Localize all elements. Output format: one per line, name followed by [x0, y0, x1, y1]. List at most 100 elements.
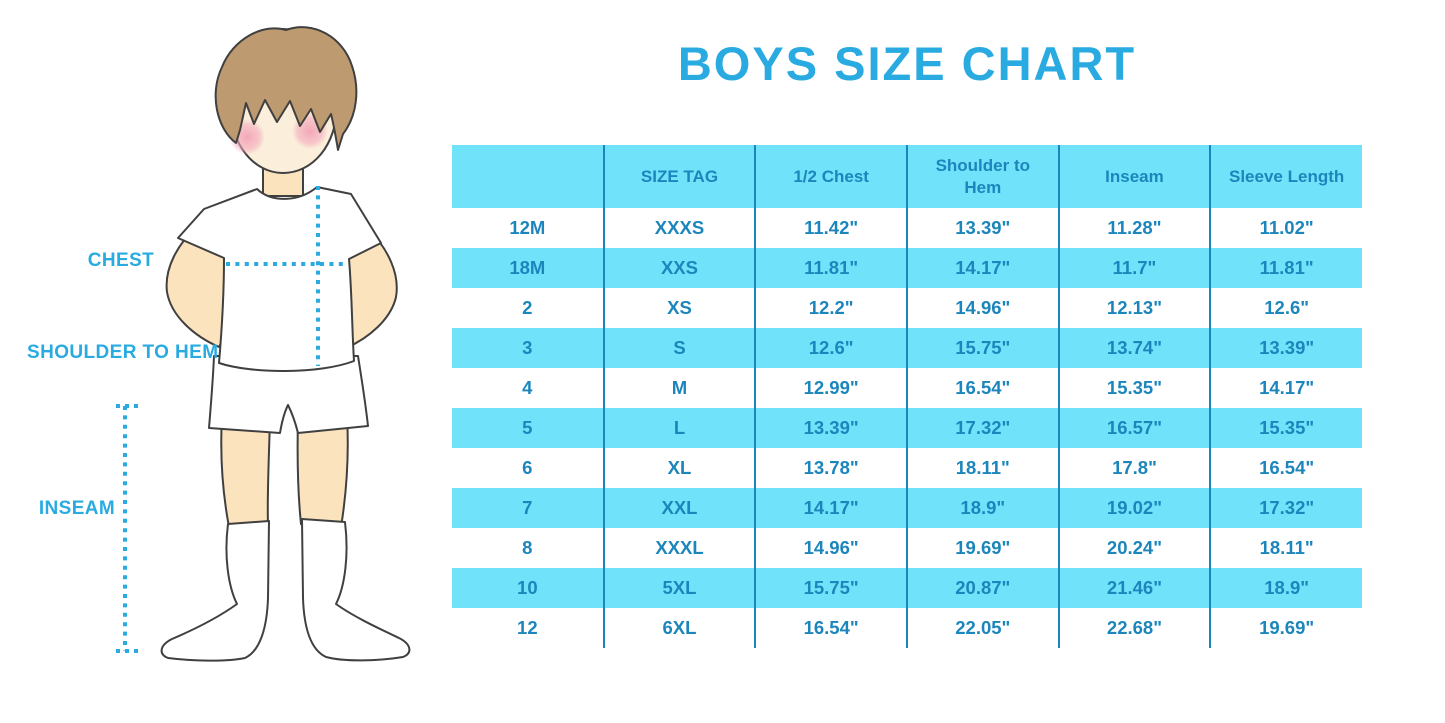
size-tag-cell: XXXL	[602, 528, 756, 568]
measurement-figure: CHEST SHOULDER TO HEM INSEAM	[0, 0, 450, 723]
column-header: Shoulder to Hem	[905, 145, 1059, 208]
size-cell: 10	[452, 568, 604, 608]
measurement-cell: 22.68"	[1057, 608, 1211, 648]
measurement-cell: 11.02"	[1209, 208, 1362, 248]
measurement-cell: 11.42"	[754, 208, 907, 248]
measurement-cell: 11.81"	[754, 248, 907, 288]
measurement-cell: 20.24"	[1057, 528, 1211, 568]
table-row: 5 L 13.39" 17.32" 16.57" 15.35"	[452, 408, 1362, 448]
t-shirt	[177, 186, 382, 372]
measurement-cell: 17.32"	[1209, 488, 1362, 528]
measurement-cell: 13.39"	[754, 408, 907, 448]
measurement-cell: 14.17"	[1209, 368, 1362, 408]
size-table-body: 12M XXXS 11.42" 13.39" 11.28" 11.02" 18M XXS 11.…	[452, 208, 1362, 648]
size-cell: 4	[522, 377, 533, 398]
table-row: 12 6XL 16.54" 22.05" 22.68" 19.69"	[452, 608, 1362, 648]
measurement-cell: 12.13"	[1057, 288, 1211, 328]
measurement-cell: 13.39"	[905, 208, 1059, 248]
measurement-cell: 13.74"	[1057, 328, 1211, 368]
measurement-cell: 19.02"	[1057, 488, 1211, 528]
measurement-cell: 18.11"	[1209, 528, 1362, 568]
column-header: Sleeve Length	[1209, 145, 1362, 208]
size-cell: 3	[452, 328, 604, 368]
size-cell: 12M	[509, 217, 546, 238]
left-sock	[160, 520, 270, 662]
size-table: SIZE TAG 1/2 Chest Shoulder to Hem Inseam Sl…	[452, 145, 1362, 648]
column-header: SIZE TAG	[602, 145, 756, 208]
page-title: BOYS SIZE CHART	[677, 37, 1137, 90]
size-tag-cell: M	[602, 368, 756, 408]
table-row: 6 XL 13.78" 18.11" 17.8" 16.54"	[452, 448, 1362, 488]
hair	[214, 26, 358, 151]
size-tag-cell: 5XL	[602, 568, 756, 608]
header-row: SIZE TAG 1/2 Chest Shoulder to Hem Inseam Sl…	[452, 145, 1362, 208]
measurement-cell: 12.99"	[754, 368, 907, 408]
size-cell: 7	[452, 488, 604, 528]
size-cell: 6	[522, 457, 533, 478]
left-arm	[165, 225, 233, 348]
measurement-cell: 13.39"	[1209, 328, 1362, 368]
table-row: 2 XS 12.2" 14.96" 12.13" 12.6"	[452, 288, 1362, 328]
table-row: 12M XXXS 11.42" 13.39" 11.28" 11.02"	[452, 208, 1362, 248]
measurement-cell: 19.69"	[1209, 608, 1362, 648]
measurement-cell: 14.96"	[905, 288, 1059, 328]
size-table-head: SIZE TAG 1/2 Chest Shoulder to Hem Inseam Sl…	[452, 145, 1362, 208]
size-tag-cell: L	[602, 408, 756, 448]
size-tag-cell: XS	[602, 288, 756, 328]
measurement-cell: 14.96"	[754, 528, 907, 568]
boy-illustration	[116, 26, 411, 662]
size-cell: 2	[522, 297, 533, 318]
table-row: 4 M 12.99" 16.54" 15.35" 14.17"	[452, 368, 1362, 408]
measurement-cell: 12.6"	[754, 328, 907, 368]
right-sock	[301, 518, 411, 662]
measurement-cell: 21.46"	[1057, 568, 1211, 608]
size-column-header	[452, 145, 604, 208]
measurement-cell: 11.7"	[1057, 248, 1211, 288]
measurement-cell: 13.78"	[754, 448, 907, 488]
measurement-cell: 18.9"	[1209, 568, 1362, 608]
table-row: 8 XXXL 14.96" 19.69" 20.24" 18.11"	[452, 528, 1362, 568]
measurement-cell: 22.05"	[905, 608, 1059, 648]
measurement-cell: 18.9"	[905, 488, 1059, 528]
measurement-cell: 15.35"	[1209, 408, 1362, 448]
size-cell: 18M	[452, 248, 604, 288]
column-header: Inseam	[1057, 145, 1211, 208]
measurement-cell: 15.75"	[754, 568, 907, 608]
size-cell: 5	[452, 408, 604, 448]
measurement-cell: 19.69"	[905, 528, 1059, 568]
measurement-cell: 15.35"	[1057, 368, 1211, 408]
measurement-cell: 16.54"	[754, 608, 907, 648]
size-tag-cell: S	[602, 328, 756, 368]
measurement-cell: 16.54"	[1209, 448, 1362, 488]
measurement-cell: 11.81"	[1209, 248, 1362, 288]
measurement-cell: 17.8"	[1057, 448, 1211, 488]
table-row: 3 S 12.6" 15.75" 13.74" 13.39"	[452, 328, 1362, 368]
measurement-cell: 11.28"	[1057, 208, 1211, 248]
measurement-cell: 15.75"	[905, 328, 1059, 368]
measurement-cell: 18.11"	[905, 448, 1059, 488]
size-tag-cell: 6XL	[602, 608, 756, 648]
size-tag-cell: XXL	[602, 488, 756, 528]
measurement-cell: 16.57"	[1057, 408, 1211, 448]
table-row: 7 XXL 14.17" 18.9" 19.02" 17.32"	[452, 488, 1362, 528]
measurement-cell: 17.32"	[905, 408, 1059, 448]
measurement-cell: 20.87"	[905, 568, 1059, 608]
measurement-cell: 12.2"	[754, 288, 907, 328]
size-tag-cell: XL	[602, 448, 756, 488]
size-tag-cell: XXXS	[602, 208, 756, 248]
size-cell: 12	[517, 617, 538, 638]
chest-label: CHEST	[87, 250, 155, 271]
size-cell: 8	[522, 537, 533, 558]
table-row: 18M XXS 11.81" 14.17" 11.7" 11.81"	[452, 248, 1362, 288]
size-tag-cell: XXS	[602, 248, 756, 288]
measurement-cell: 16.54"	[905, 368, 1059, 408]
measurement-cell: 14.17"	[754, 488, 907, 528]
column-header: 1/2 Chest	[754, 145, 907, 208]
shorts	[208, 355, 369, 434]
table-row: 10 5XL 15.75" 20.87" 21.46" 18.9"	[452, 568, 1362, 608]
measurement-cell: 12.6"	[1209, 288, 1362, 328]
shoulder-to-hem-label: SHOULDER TO HEM	[27, 342, 219, 363]
inseam-label: INSEAM	[38, 498, 116, 519]
measurement-cell: 14.17"	[905, 248, 1059, 288]
